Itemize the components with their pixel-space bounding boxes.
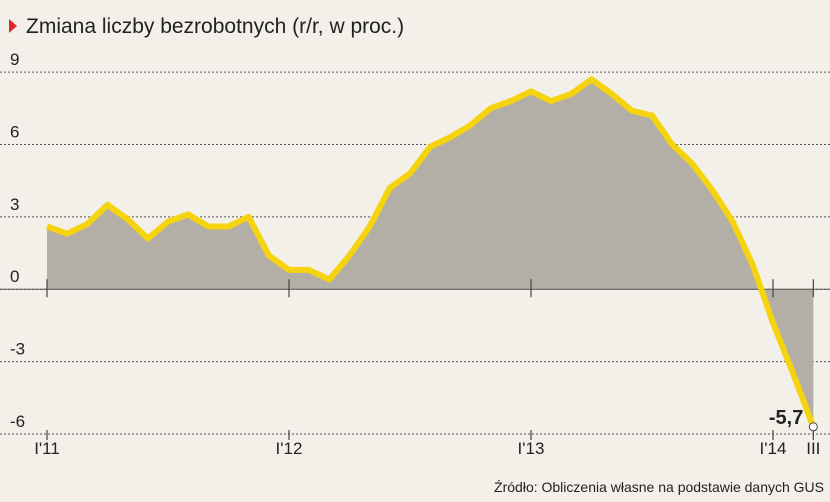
y-tick-label: 0 xyxy=(10,267,19,286)
line xyxy=(45,76,817,428)
y-tick-label: -3 xyxy=(10,340,25,359)
title-marker xyxy=(9,19,17,33)
y-tick-label: 9 xyxy=(10,50,19,69)
x-tick-label: I'14 xyxy=(760,439,787,458)
x-tick-label: I'11 xyxy=(34,439,60,458)
x-tick-label: I'12 xyxy=(276,439,303,458)
end-marker xyxy=(808,422,818,432)
value-label: -5,7 xyxy=(769,407,803,429)
y-tick-label: -6 xyxy=(10,412,25,431)
x-tick-label: I'13 xyxy=(518,439,545,458)
x-tick-label: III xyxy=(806,439,820,458)
source: Źródło: Obliczenia własne na podstawie d… xyxy=(494,479,824,495)
chart-title: Zmiana liczby bezrobotnych (r/r, w proc.… xyxy=(26,15,404,38)
y-tick-label: 3 xyxy=(10,195,19,214)
y-tick-label: 6 xyxy=(10,122,19,141)
area xyxy=(47,79,814,427)
